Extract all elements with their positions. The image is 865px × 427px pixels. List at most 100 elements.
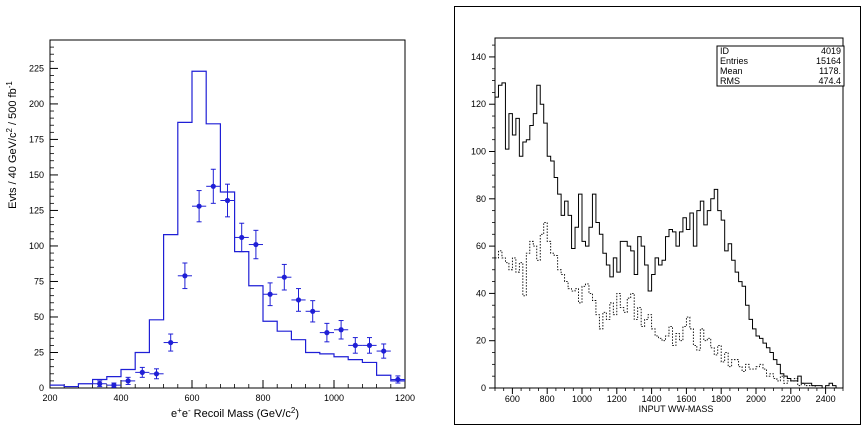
right-y-tick-label: 120	[471, 99, 486, 109]
left-point-marker	[324, 330, 330, 336]
left-point-marker	[310, 308, 316, 314]
left-y-axis-label: Evts / 40 GeV/c2 / 500 fb-1	[5, 81, 19, 209]
left-data-point	[348, 337, 363, 354]
right-x-axis: 600 800 1000 1200 1400 1600 1800 2000 2200 2400	[494, 388, 844, 404]
left-data-point	[334, 320, 349, 340]
left-point-marker	[395, 376, 401, 383]
left-point-marker	[267, 291, 273, 297]
recoil-mass-histogram: 0 25 50 75 100 125 150 175 200 225 200 400 600 800 10…	[5, 39, 415, 420]
left-y-tick-label: 100	[29, 241, 44, 251]
ww-mass-histogram: 0 20 40 60 80 100 120 140 600 800 1000 1200 1400 160…	[454, 6, 861, 425]
right-histograms	[495, 82, 843, 389]
right-y-axis: 0 20 40 60 80 100 120 140	[471, 44, 495, 393]
left-data-point	[121, 376, 136, 385]
right-x-tick-label: 2400	[816, 394, 836, 404]
left-y-tick-label: 0	[39, 383, 44, 393]
right-plot-frame	[494, 37, 844, 389]
left-data-point	[248, 229, 263, 260]
left-data-point	[192, 190, 207, 223]
left-data-point	[376, 343, 391, 359]
left-x-axis-label: e+e- Recoil Mass (GeV/c2)	[171, 406, 299, 420]
stats-row-value: 1178.	[819, 66, 841, 76]
left-point-marker	[210, 183, 216, 189]
right-outer-frame	[454, 6, 861, 425]
left-point-marker	[253, 241, 259, 248]
left-x-tick-label: 400	[113, 393, 128, 403]
left-point-marker	[338, 327, 344, 333]
left-plot-border	[49, 39, 406, 389]
left-x-tick-label: 1000	[324, 393, 344, 403]
right-solid-histogram	[495, 82, 843, 389]
right-y-tick-label: 40	[476, 288, 486, 298]
right-dotted-histogram	[495, 222, 843, 389]
stats-row-label: Entries	[720, 56, 749, 66]
right-x-tick-label: 2200	[781, 394, 801, 404]
right-y-tick-label: 20	[476, 336, 486, 346]
left-data-point	[206, 168, 221, 204]
left-y-tick-label: 75	[34, 276, 44, 286]
stats-row-label: Mean	[720, 66, 743, 76]
right-x-axis-label: INPUT WW-MASS	[639, 404, 714, 414]
right-x-tick-label: 600	[505, 394, 520, 404]
left-point-marker	[239, 234, 245, 241]
left-data-point	[177, 262, 192, 290]
left-point-marker	[139, 369, 145, 375]
left-point-marker	[196, 203, 202, 209]
left-y-tick-label: 150	[29, 170, 44, 180]
right-x-tick-label: 2000	[746, 394, 766, 404]
left-data-point	[234, 222, 249, 253]
left-y-tick-label: 25	[34, 347, 44, 357]
left-data-point	[149, 368, 164, 380]
right-x-tick-label: 1600	[676, 394, 696, 404]
left-data-point	[220, 183, 235, 218]
left-point-marker	[125, 378, 131, 384]
right-x-tick-label: 1000	[572, 394, 592, 404]
left-plot-frame	[49, 39, 406, 389]
stats-row-label: ID	[720, 46, 730, 56]
right-x-tick-label: 1200	[607, 394, 627, 404]
left-x-tick-label: 800	[255, 393, 270, 403]
left-point-marker	[111, 382, 117, 388]
left-y-tick-label: 50	[34, 312, 44, 322]
left-data-point	[263, 282, 278, 307]
left-point-marker	[182, 273, 188, 279]
stats-box-border	[716, 45, 845, 87]
left-point-marker	[168, 339, 174, 346]
left-point-marker	[381, 348, 387, 354]
left-point-marker	[295, 297, 302, 303]
left-data-point	[305, 300, 320, 323]
left-data-point	[291, 288, 306, 312]
stats-row-value: 15164	[816, 56, 841, 66]
left-mc-step-line	[50, 70, 405, 388]
left-data-point	[135, 366, 150, 378]
left-point-marker	[153, 371, 160, 377]
right-y-tick-label: 60	[476, 241, 486, 251]
left-mc-histogram	[50, 70, 405, 388]
right-y-tick-label: 80	[476, 194, 486, 204]
stats-row-value: 474.4	[818, 76, 841, 86]
left-y-axis: 0 25 50 75 100 125 150 175 200 225	[29, 39, 58, 393]
left-x-tick-label: 200	[42, 393, 57, 403]
right-y-tick-label: 100	[471, 147, 486, 157]
left-x-tick-label: 1200	[395, 393, 415, 403]
right-y-tick-label: 0	[481, 383, 486, 393]
right-x-tick-label: 800	[540, 394, 555, 404]
left-y-tick-label: 200	[29, 99, 44, 109]
left-point-marker	[281, 274, 287, 280]
left-x-tick-label: 600	[184, 393, 199, 403]
left-data-point	[390, 375, 405, 384]
left-data-point	[163, 333, 178, 352]
left-y-tick-label: 175	[29, 134, 44, 144]
left-point-marker	[97, 381, 103, 387]
left-data-point	[106, 382, 121, 388]
left-data-point	[362, 337, 377, 354]
stats-row-value: 4019	[821, 46, 841, 56]
left-data-point	[319, 322, 334, 343]
right-x-tick-label: 1400	[642, 394, 662, 404]
left-point-marker	[224, 197, 231, 204]
stats-row-label: RMS	[720, 76, 740, 86]
stats-box: ID 4019 Entries 15164 Mean 1178. RMS 474.4	[716, 45, 845, 87]
left-data-point	[92, 380, 107, 388]
left-y-tick-label: 125	[29, 205, 44, 215]
left-point-marker	[366, 342, 373, 348]
